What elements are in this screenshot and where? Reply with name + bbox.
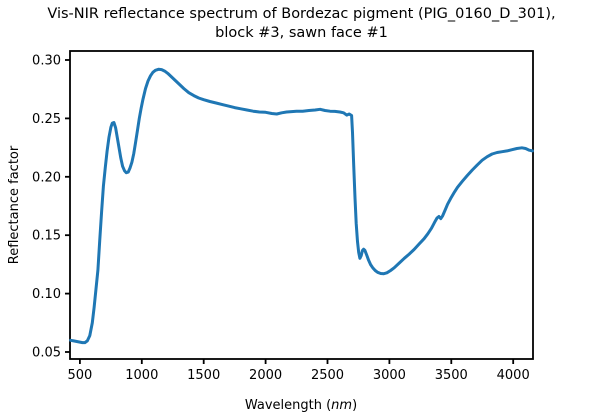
y-tick-label: 0.15 (32, 229, 61, 244)
x-tick-label: 4000 (497, 368, 530, 383)
chart-title-line1: Vis-NIR reflectance spectrum of Bordezac… (47, 6, 556, 22)
x-tick-label: 1000 (125, 368, 158, 383)
y-tick-label: 0.20 (32, 170, 61, 185)
chart-title-line2: block #3, sawn face #1 (215, 25, 388, 41)
chart-title: Vis-NIR reflectance spectrum of Bordezac… (0, 5, 603, 43)
axis-ticks: 500 1000 1500 2000 2500 3000 3500 4000 0.05 0.10 0… (32, 53, 530, 383)
x-tick-label: 1500 (187, 368, 220, 383)
x-tick-label: 500 (67, 368, 92, 383)
y-tick-label: 0.05 (32, 345, 61, 360)
plot-frame (69, 50, 534, 360)
spectrum-line (69, 67, 534, 345)
x-tick-label: 3000 (373, 368, 406, 383)
y-tick-label: 0.10 (32, 287, 61, 302)
x-axis-label: Wavelength (nm) (245, 398, 357, 413)
y-tick-label: 0.30 (32, 53, 61, 68)
x-tick-label: 2500 (311, 368, 344, 383)
x-tick-label: 3500 (435, 368, 468, 383)
y-tick-label: 0.25 (32, 112, 61, 127)
x-tick-label: 2000 (249, 368, 282, 383)
y-axis-label: Reflectance factor (7, 145, 22, 264)
